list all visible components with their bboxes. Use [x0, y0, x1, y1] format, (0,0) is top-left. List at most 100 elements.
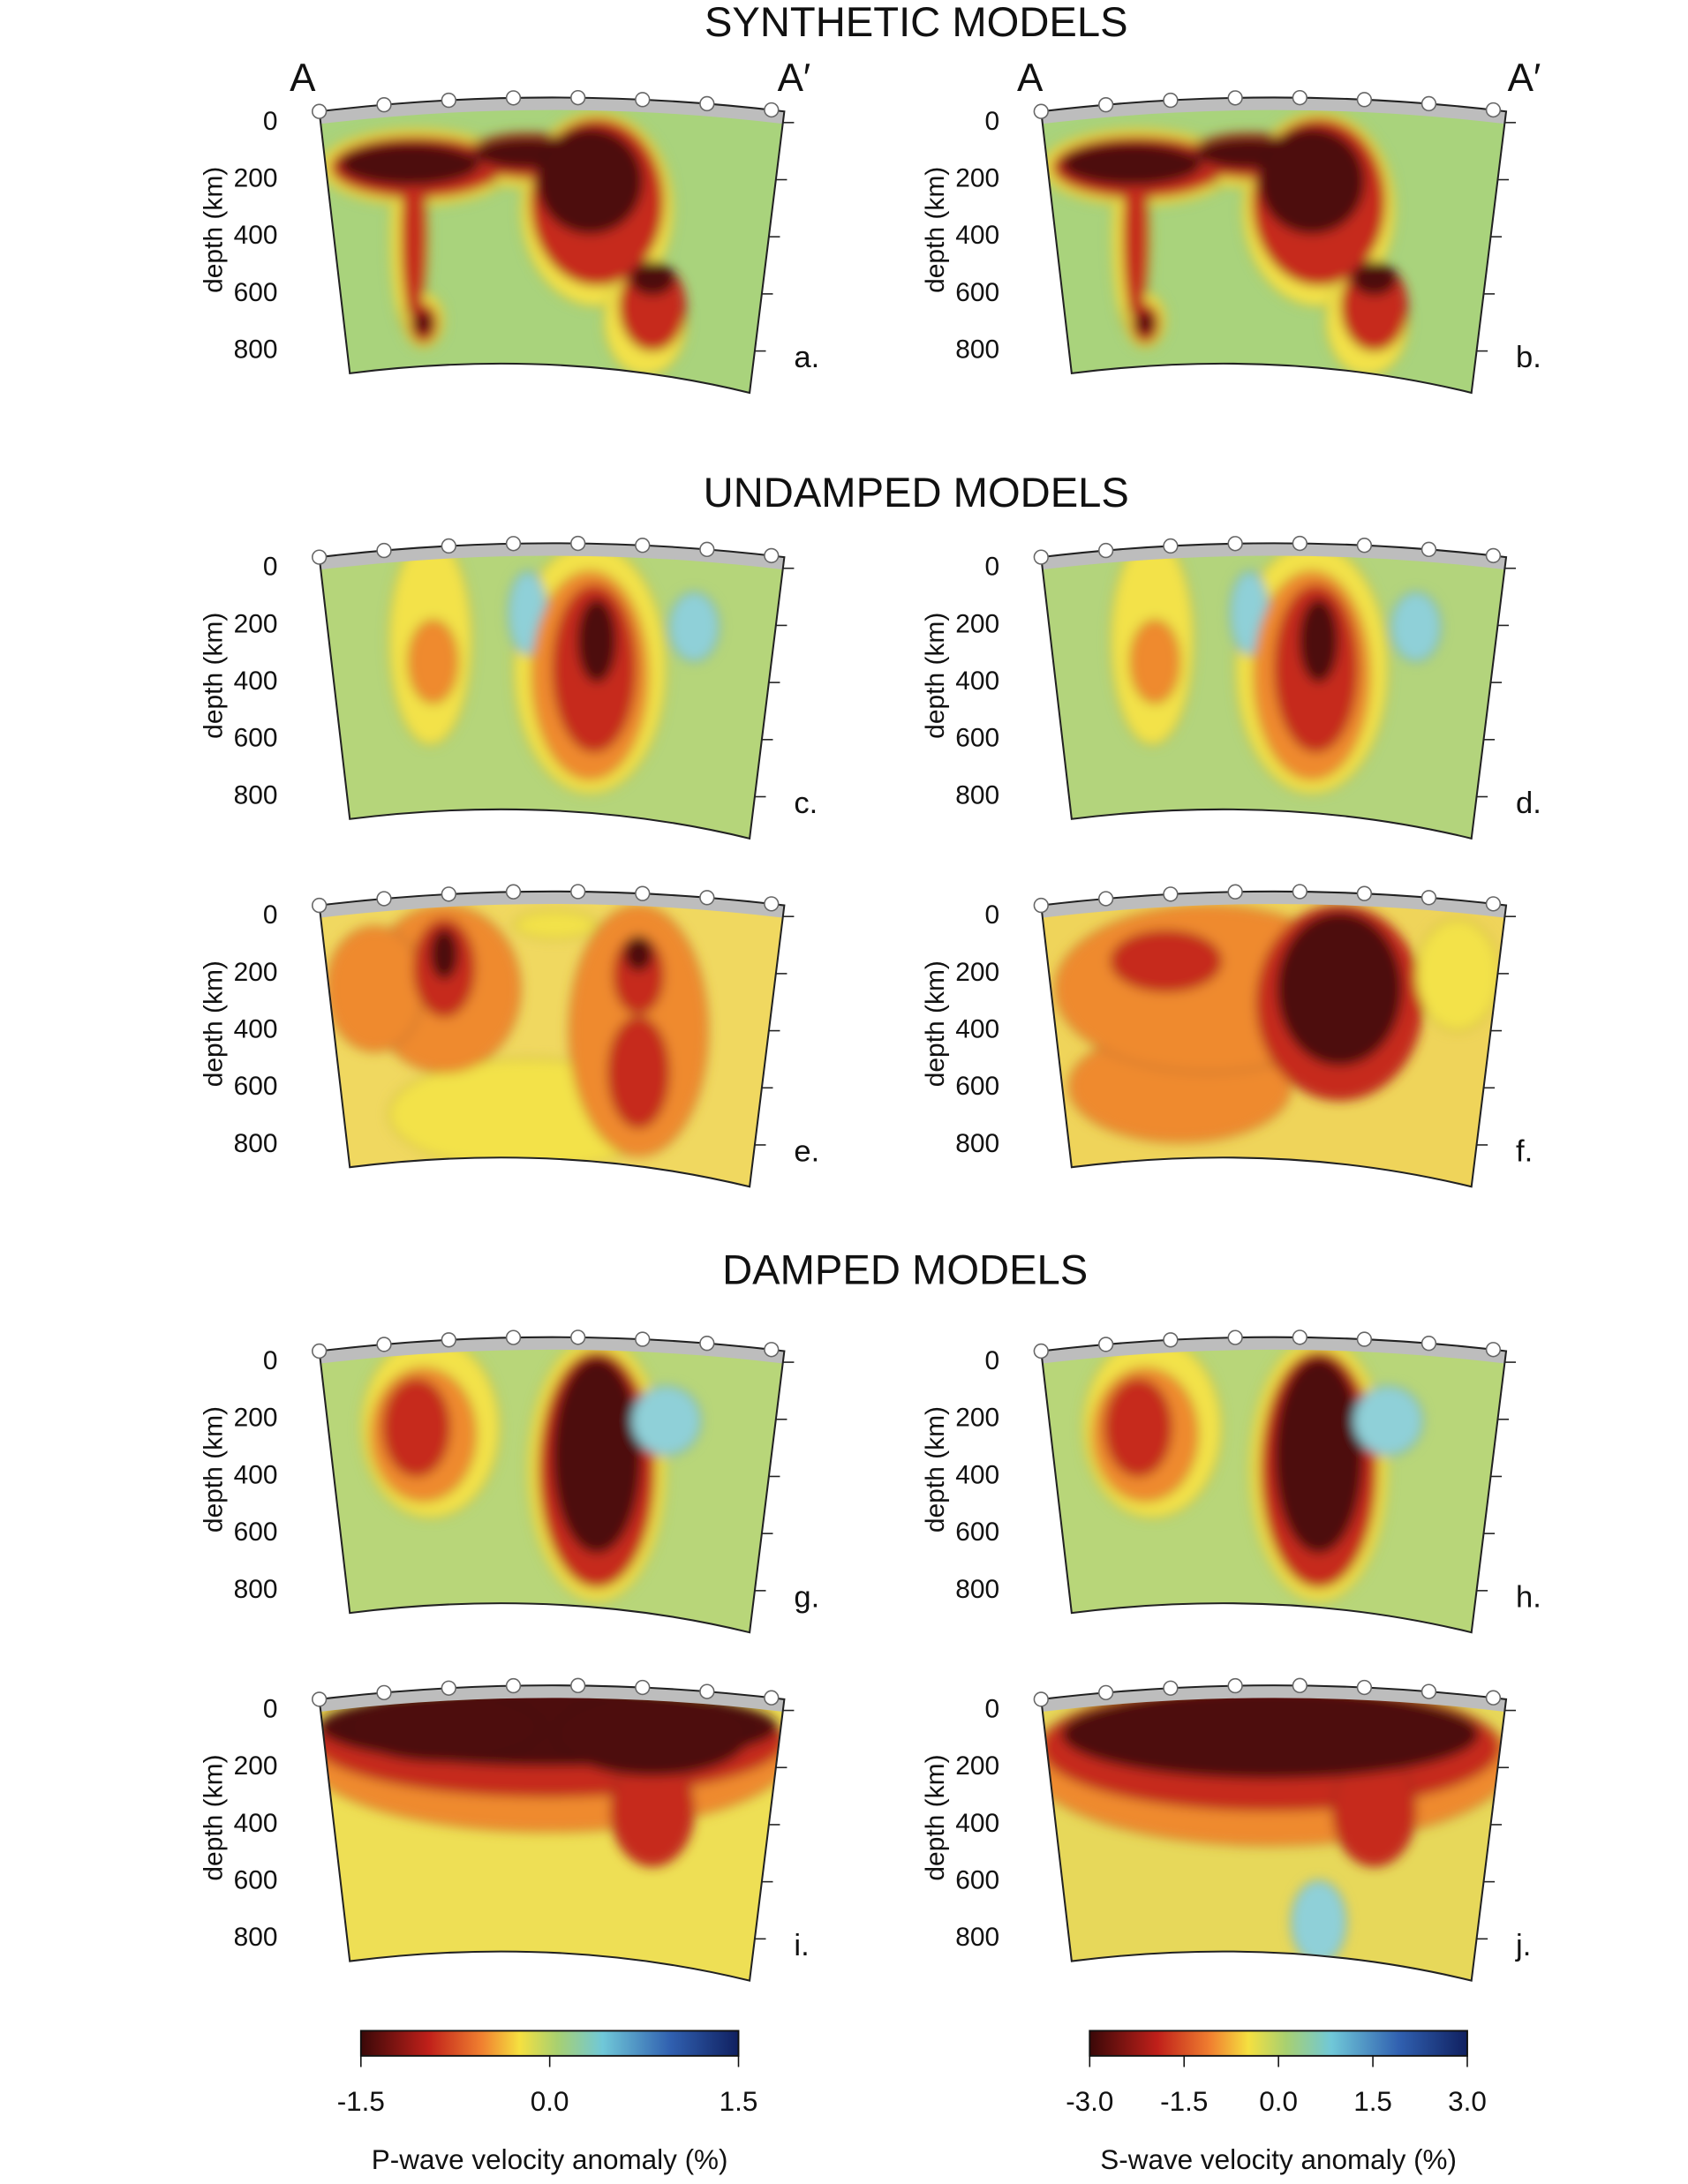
station	[311, 549, 328, 565]
anomaly	[1110, 930, 1223, 992]
station	[635, 92, 651, 108]
station	[505, 536, 522, 552]
depth-axis-label: depth (km)	[200, 167, 229, 293]
station	[1356, 92, 1373, 108]
colorbar-tick-label: -1.5	[1160, 2085, 1208, 2117]
station	[570, 535, 586, 552]
panel-label: i.	[794, 1929, 809, 1962]
anomaly	[624, 937, 653, 972]
depth-tick-label: 200	[234, 1404, 278, 1433]
section-panel: 0 200 400 600 800 depth (km) j.	[921, 1677, 1531, 1982]
anomaly	[513, 910, 598, 939]
anomalies	[319, 110, 688, 377]
depth-tick-label: 0	[984, 107, 999, 136]
section-fill	[1041, 97, 1507, 393]
colorbar	[359, 2030, 740, 2057]
station	[1485, 896, 1502, 912]
anomaly	[1290, 1879, 1347, 1965]
station	[1292, 1329, 1307, 1345]
station	[441, 1332, 456, 1348]
section-outline	[318, 542, 786, 840]
section-title: DAMPED MODELS	[722, 1247, 1088, 1294]
panel-label: h.	[1516, 1580, 1541, 1614]
anomaly	[1353, 1385, 1424, 1457]
station	[376, 1337, 392, 1352]
depth-tick-label: 800	[955, 335, 999, 364]
anomalies	[1054, 905, 1500, 1143]
depth-tick-label: 600	[234, 278, 278, 307]
station	[311, 897, 328, 914]
depth-tick-label: 0	[263, 553, 278, 582]
section-outline	[318, 890, 786, 1188]
colorbar-label: P-wave velocity anomaly (%)	[372, 2143, 728, 2175]
station	[441, 538, 456, 554]
depth-tick-label: 800	[234, 1575, 278, 1604]
station	[699, 1336, 715, 1352]
depth-tick-label: 400	[955, 1014, 999, 1043]
depth-tick-label: 600	[234, 724, 278, 753]
colorbar-tick-label: -3.0	[1066, 2085, 1113, 2117]
anomaly	[1273, 1357, 1364, 1554]
station	[764, 547, 780, 564]
station	[1420, 890, 1437, 906]
depth-tick-label: 600	[234, 1865, 278, 1894]
panel-label: d.	[1516, 787, 1541, 820]
depth-tick-label: 400	[234, 1014, 278, 1043]
station	[376, 891, 392, 907]
profile-end: A	[290, 56, 316, 100]
station	[570, 1677, 586, 1694]
station	[1097, 96, 1114, 113]
anomaly	[1136, 311, 1155, 335]
topography	[1041, 891, 1507, 918]
depth-tick-label: 200	[955, 609, 999, 638]
depth-axis-label: depth (km)	[200, 1406, 229, 1533]
depth-tick-label: 600	[955, 1865, 999, 1894]
colorbar-tick-label: 1.5	[720, 2085, 758, 2117]
topography	[1041, 97, 1507, 124]
topography	[319, 97, 785, 124]
station	[1097, 891, 1114, 907]
anomalies	[319, 1685, 785, 1867]
station	[1097, 1684, 1114, 1701]
station	[1485, 102, 1502, 118]
depth-tick-label: 0	[984, 553, 999, 582]
depth-tick-label: 400	[955, 666, 999, 696]
station	[441, 1680, 456, 1696]
depth-tick-label: 200	[234, 958, 278, 987]
depth-tick-label: 600	[955, 1072, 999, 1101]
colorbar-tick-label: 0.0	[531, 2085, 569, 2117]
depth-tick-label: 0	[984, 1346, 999, 1375]
station	[1033, 897, 1049, 914]
section-fill	[1041, 1337, 1507, 1633]
station	[570, 89, 586, 106]
anomaly	[1258, 127, 1366, 235]
station	[1292, 535, 1307, 552]
station	[1227, 1677, 1243, 1694]
station	[376, 542, 392, 559]
station	[1033, 1343, 1049, 1359]
colorbar-label: S-wave velocity anomaly (%)	[1100, 2143, 1457, 2175]
station	[1485, 1690, 1502, 1706]
depth-tick-label: 200	[234, 163, 278, 192]
station	[1033, 103, 1049, 119]
section-fill	[319, 891, 785, 1187]
station	[1163, 886, 1179, 902]
anomaly	[1390, 591, 1442, 662]
station	[505, 884, 522, 900]
depth-tick-label: 600	[955, 724, 999, 753]
station	[1356, 1331, 1373, 1347]
depth-axis-label: depth (km)	[921, 613, 950, 739]
station	[635, 885, 651, 901]
station	[1292, 89, 1307, 106]
colorbar-tick-label: 0.0	[1259, 2085, 1298, 2117]
section-outline	[318, 96, 786, 395]
anomalies	[326, 905, 709, 1171]
topography	[319, 891, 785, 918]
section-panel: 0 200 400 600 800 depth (km) a.	[200, 89, 819, 395]
depth-tick-label: 400	[234, 221, 278, 250]
depth-tick-label: 800	[234, 780, 278, 810]
profile-end: A′	[1508, 56, 1541, 100]
station	[1420, 541, 1437, 558]
section-outline	[1040, 1336, 1508, 1634]
depth-tick-label: 800	[234, 1129, 278, 1158]
